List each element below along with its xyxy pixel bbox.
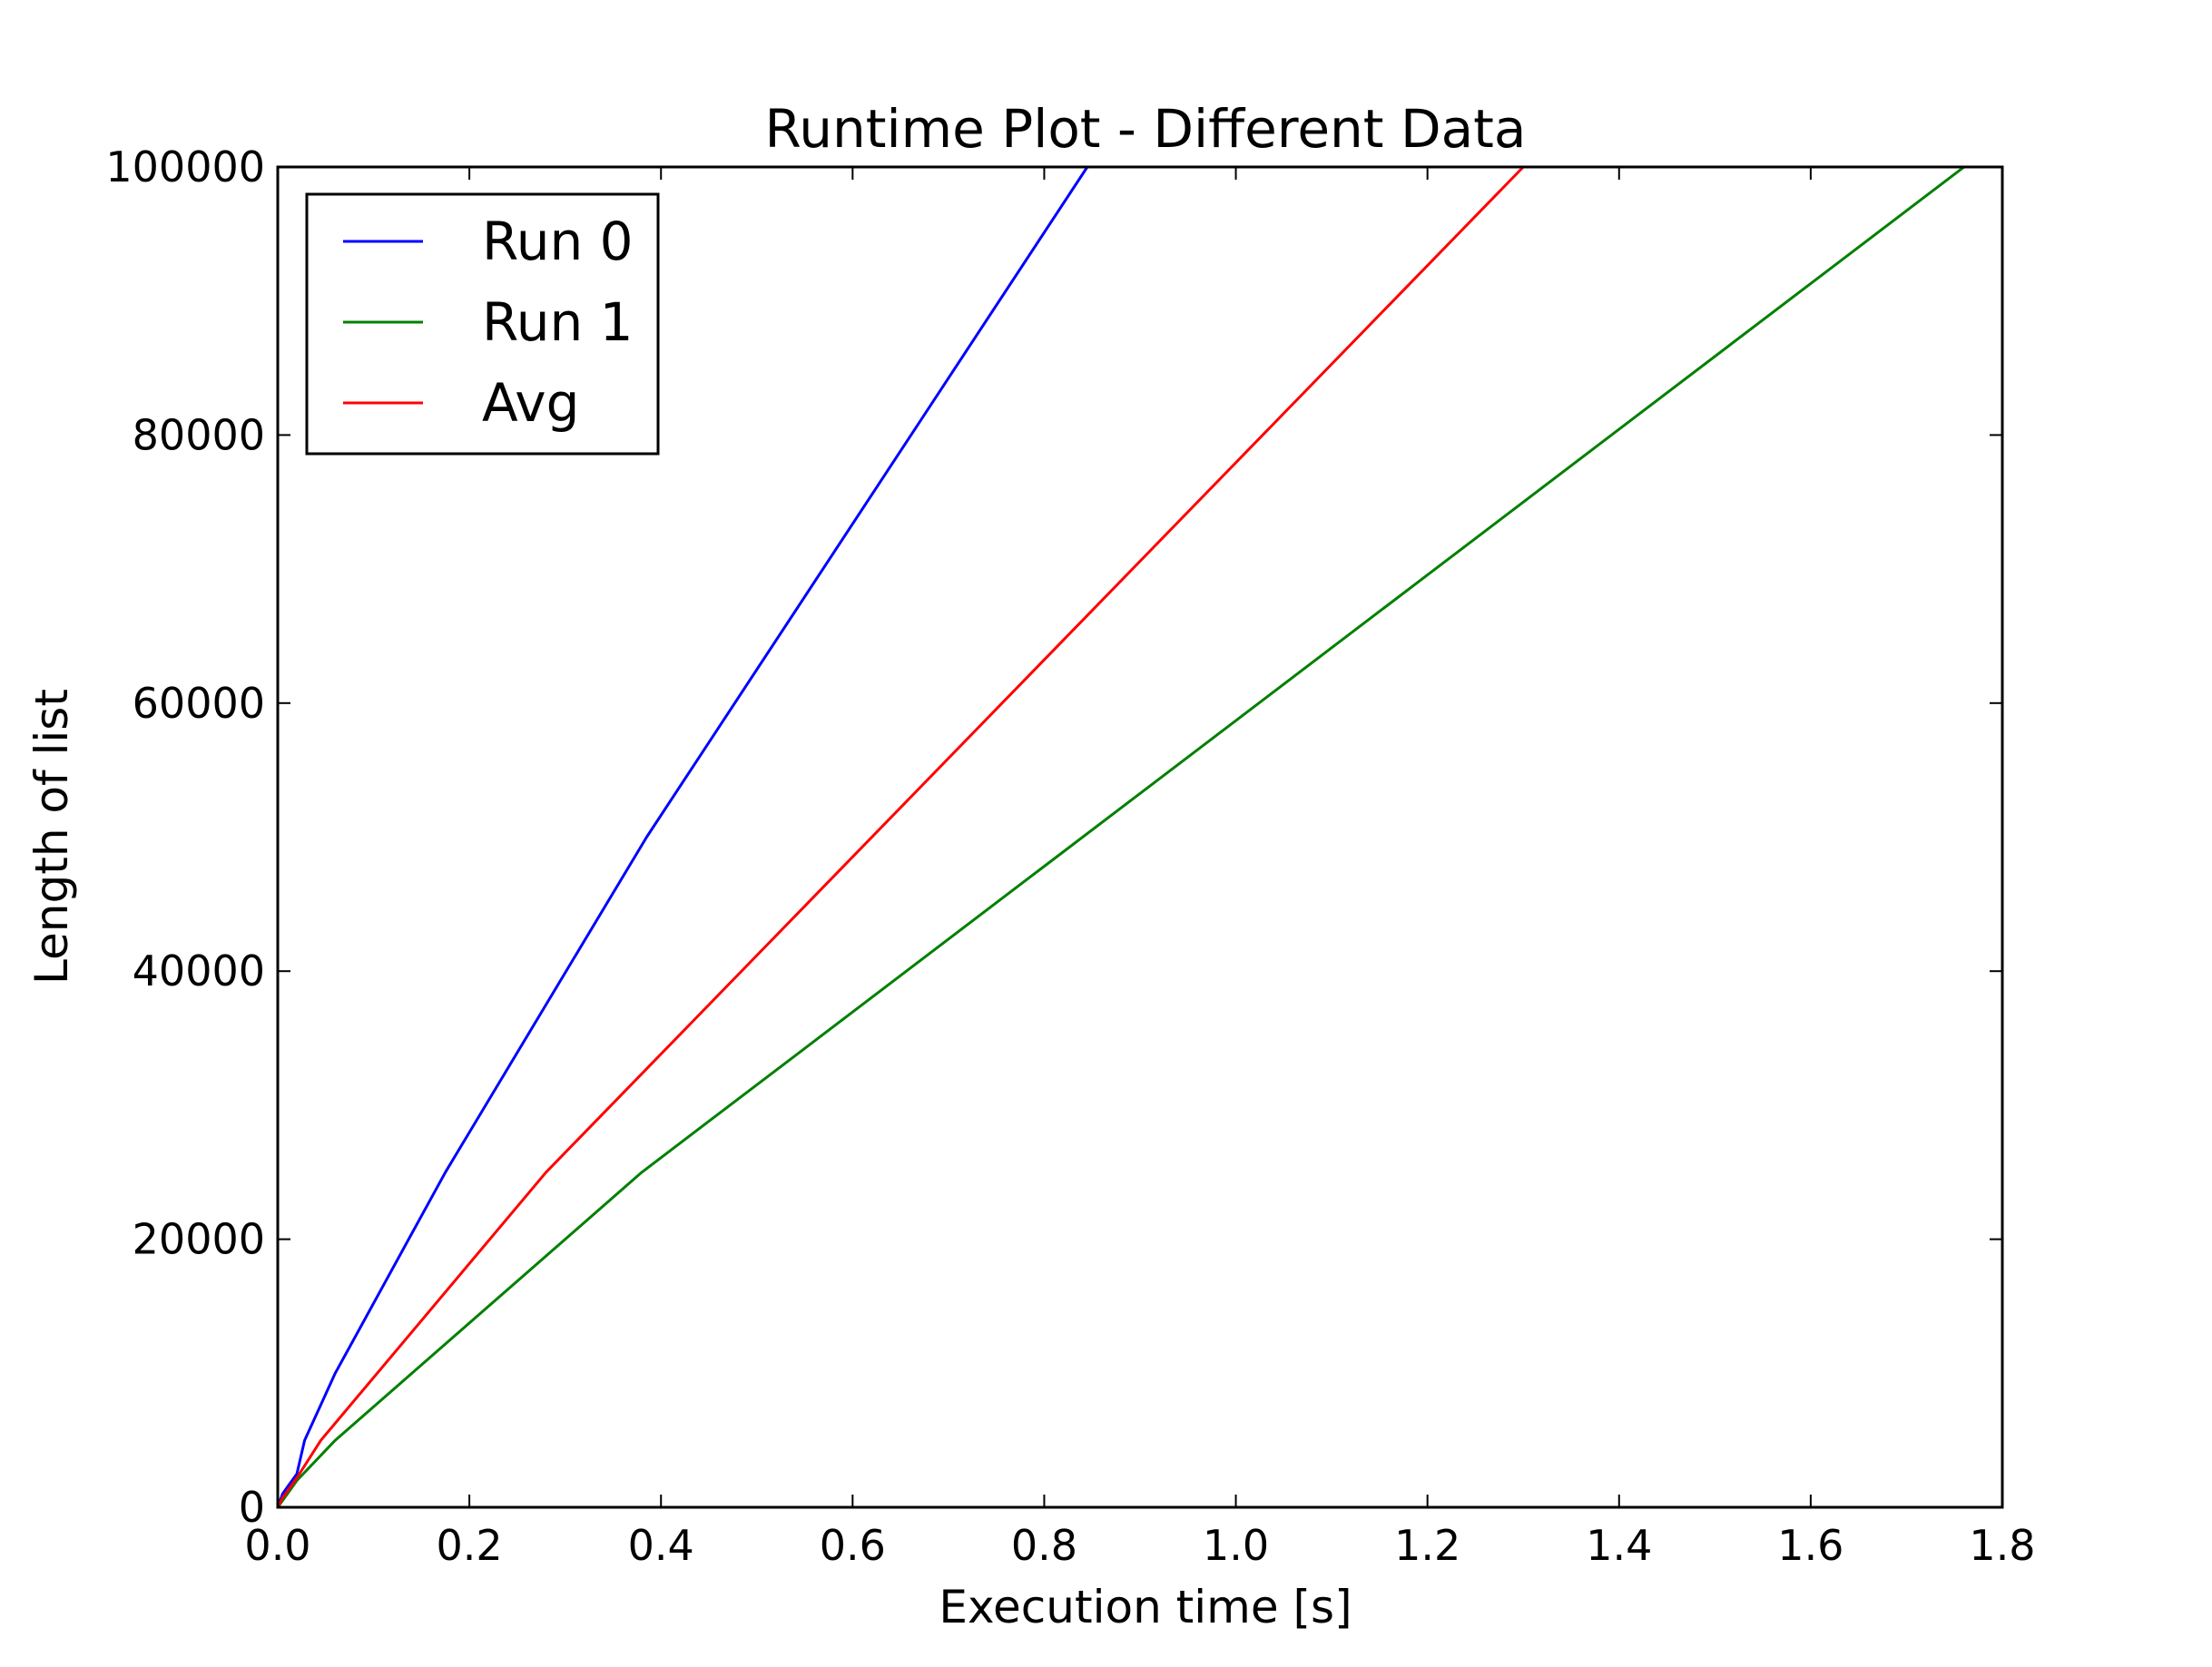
x-tick-label: 1.0 bbox=[1203, 1521, 1269, 1570]
legend: Run 0 Run 1 Avg bbox=[305, 192, 660, 456]
chart-title: Runtime Plot - Different Data bbox=[765, 98, 1527, 160]
x-tick-label: 0.0 bbox=[244, 1521, 310, 1570]
x-tick-label: 0.8 bbox=[1011, 1521, 1077, 1570]
series-line-run-0 bbox=[276, 166, 1089, 1508]
x-tick-label: 0.6 bbox=[820, 1521, 886, 1570]
y-tick-label: 40000 bbox=[133, 946, 265, 995]
y-tick-label: 100000 bbox=[105, 142, 265, 191]
legend-label: Run 1 bbox=[482, 291, 634, 353]
y-tick-label: 80000 bbox=[133, 410, 265, 459]
x-tick-label: 0.4 bbox=[628, 1521, 694, 1570]
x-tick-label: 1.4 bbox=[1586, 1521, 1652, 1570]
x-tick-label: 1.2 bbox=[1394, 1521, 1460, 1570]
y-tick-label: 20000 bbox=[133, 1215, 265, 1264]
legend-box bbox=[305, 192, 660, 456]
series-layer bbox=[276, 165, 1965, 1508]
x-tick-label: 1.6 bbox=[1777, 1521, 1843, 1570]
y-tick-label: 0 bbox=[239, 1483, 265, 1532]
legend-label: Avg bbox=[482, 372, 579, 434]
x-tick-label: 1.8 bbox=[1969, 1521, 2035, 1570]
ticks-layer: 0.0 0.2 0.4 0.6 0.8 1.0 1.2 1.4 1.6 1.8 0 20000 4000… bbox=[105, 142, 2035, 1570]
x-tick-label: 0.2 bbox=[437, 1521, 503, 1570]
y-tick-label: 60000 bbox=[133, 679, 265, 728]
y-axis-title: Length of list bbox=[25, 689, 78, 985]
plot-area-frame bbox=[276, 165, 2004, 1509]
legend-label: Run 0 bbox=[482, 211, 634, 272]
series-line-avg bbox=[276, 165, 1525, 1508]
x-axis-title: Execution time [s] bbox=[939, 1581, 1352, 1633]
